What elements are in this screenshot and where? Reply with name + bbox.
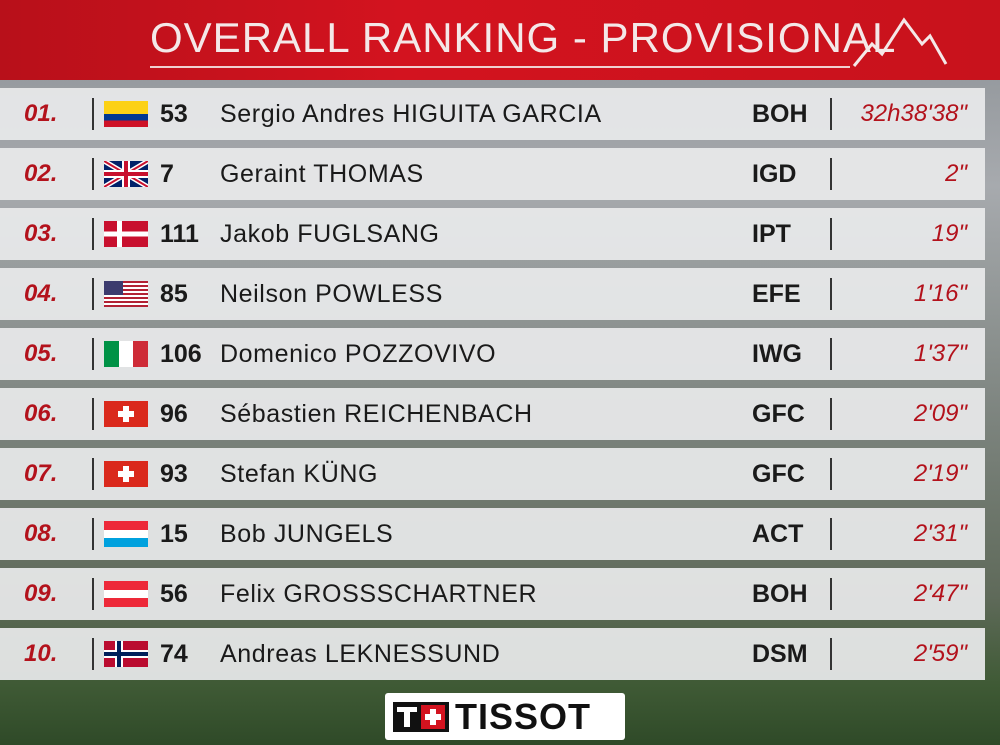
rank: 06. <box>24 400 58 427</box>
team-code: IPT <box>752 220 791 248</box>
flag <box>104 581 148 607</box>
team-code: IWG <box>752 340 802 368</box>
time-gap: 1'16" <box>913 280 967 307</box>
rider-name: Sergio Andres HIGUITA GARCIA <box>220 100 602 128</box>
team-code: ACT <box>752 520 804 548</box>
bib-number: 7 <box>160 160 174 188</box>
rank: 09. <box>24 580 58 607</box>
separator <box>92 638 94 670</box>
flag <box>104 221 148 247</box>
flag <box>104 281 148 307</box>
rank: 03. <box>24 220 58 247</box>
separator <box>92 518 94 550</box>
team-code: EFE <box>752 280 801 308</box>
flag <box>104 641 148 667</box>
separator <box>830 518 832 550</box>
flag <box>104 101 148 127</box>
rank: 02. <box>24 160 58 187</box>
team-code: GFC <box>752 400 805 428</box>
ranking-row: 04. 85 Neilson POWLESS EFE 1'16" <box>0 268 985 320</box>
rider-name: Felix GROSSSCHARTNER <box>220 580 538 608</box>
ranking-row: 06. 96 Sébastien REICHENBACH GFC 2'09" <box>0 388 985 440</box>
rider-name: Sébastien REICHENBACH <box>220 400 533 428</box>
flag <box>104 521 148 547</box>
team-code: BOH <box>752 100 808 128</box>
team-code: BOH <box>752 580 808 608</box>
rank: 01. <box>24 100 58 127</box>
ranking-row: 08. 15 Bob JUNGELS ACT 2'31" <box>0 508 985 560</box>
time-gap: 19" <box>931 220 967 247</box>
rank: 04. <box>24 280 58 307</box>
rank: 08. <box>24 520 58 547</box>
bib-number: 74 <box>160 640 188 668</box>
separator <box>830 338 832 370</box>
rider-name: Andreas LEKNESSUND <box>220 640 501 668</box>
mountain-icon <box>852 17 948 67</box>
separator <box>830 158 832 190</box>
separator <box>92 98 94 130</box>
bib-number: 111 <box>160 220 199 248</box>
time-gap: 2" <box>945 160 967 187</box>
rank: 05. <box>24 340 58 367</box>
flag <box>104 461 148 487</box>
separator <box>92 458 94 490</box>
rank: 07. <box>24 460 58 487</box>
separator <box>830 458 832 490</box>
time-gap: 1'37" <box>913 340 967 367</box>
sponsor-name: TISSOT <box>455 696 592 737</box>
bib-number: 85 <box>160 280 188 308</box>
rank: 10. <box>24 640 58 667</box>
flag <box>104 401 148 427</box>
ranking-row: 09. 56 Felix GROSSSCHARTNER BOH 2'47" <box>0 568 985 620</box>
time-gap: 2'09" <box>913 400 967 427</box>
bib-number: 53 <box>160 100 188 128</box>
flag <box>104 341 148 367</box>
rider-name: Bob JUNGELS <box>220 520 394 548</box>
bib-number: 15 <box>160 520 188 548</box>
separator <box>92 338 94 370</box>
separator <box>830 638 832 670</box>
ranking-row: 02. 7 Geraint THOMAS IGD 2" <box>0 148 985 200</box>
team-code: GFC <box>752 460 805 488</box>
team-code: IGD <box>752 160 797 188</box>
flag <box>104 161 148 187</box>
time-gap: 32h38'38" <box>860 100 967 127</box>
separator <box>92 578 94 610</box>
time-gap: 2'31" <box>913 520 967 547</box>
separator <box>830 98 832 130</box>
team-code: DSM <box>752 640 808 668</box>
rider-name: Geraint THOMAS <box>220 160 424 188</box>
separator <box>830 578 832 610</box>
separator <box>830 218 832 250</box>
bib-number: 56 <box>160 580 188 608</box>
title: OVERALL RANKING - PROVISIONAL <box>150 14 897 61</box>
bib-number: 93 <box>160 460 188 488</box>
separator <box>830 398 832 430</box>
rider-name: Jakob FUGLSANG <box>220 220 440 248</box>
bib-number: 96 <box>160 400 188 428</box>
time-gap: 2'47" <box>913 580 967 607</box>
separator <box>830 278 832 310</box>
rider-name: Stefan KÜNG <box>220 460 379 488</box>
sponsor-logo: TISSOT <box>385 693 625 740</box>
ranking-row: 03. 111 Jakob FUGLSANG IPT 19" <box>0 208 985 260</box>
ranking-row: 07. 93 Stefan KÜNG GFC 2'19" <box>0 448 985 500</box>
rider-name: Neilson POWLESS <box>220 280 443 308</box>
ranking-row: 10. 74 Andreas LEKNESSUND DSM 2'59" <box>0 628 985 680</box>
ranking-row: 01. 53 Sergio Andres HIGUITA GARCIA BOH 32h3… <box>0 88 985 140</box>
rider-name: Domenico POZZOVIVO <box>220 340 497 368</box>
header: OVERALL RANKING - PROVISIONAL <box>0 0 1000 80</box>
time-gap: 2'19" <box>913 460 967 487</box>
bib-number: 106 <box>160 340 202 368</box>
header-line <box>150 66 850 68</box>
separator <box>92 398 94 430</box>
time-gap: 2'59" <box>913 640 967 667</box>
separator <box>92 278 94 310</box>
separator <box>92 158 94 190</box>
separator <box>92 218 94 250</box>
logo-mark <box>393 702 449 732</box>
ranking-row: 05. 106 Domenico POZZOVIVO IWG 1'37" <box>0 328 985 380</box>
